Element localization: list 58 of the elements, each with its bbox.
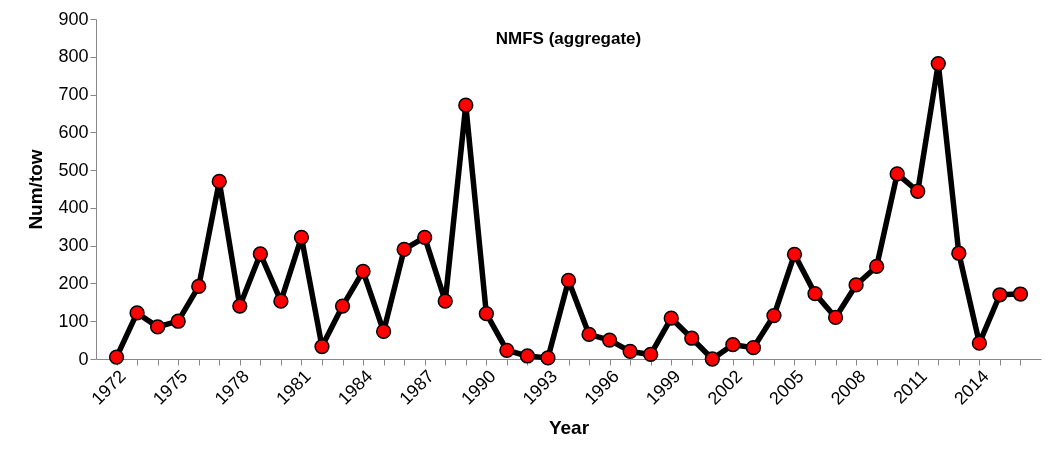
point: [786, 246, 803, 262]
point: [355, 263, 371, 279]
y-tick-label: 300: [58, 235, 89, 256]
point: [827, 309, 844, 326]
y-axis-title: Num/tow: [25, 149, 47, 230]
point: [951, 245, 967, 261]
point: [334, 298, 351, 314]
point: [540, 350, 556, 366]
point: [232, 298, 248, 314]
point: [417, 229, 433, 245]
y-tick-label: 100: [58, 310, 89, 331]
point: [149, 319, 166, 335]
point: [375, 323, 392, 340]
point: [725, 337, 741, 353]
point: [252, 246, 268, 262]
point: [869, 258, 885, 275]
point: [745, 340, 762, 356]
point: [211, 173, 227, 190]
point: [643, 346, 659, 363]
point: [191, 278, 207, 295]
y-tick-label: 800: [58, 46, 89, 67]
y-tick-label: 0: [78, 348, 89, 369]
text: NMFS (aggregate): [495, 29, 642, 48]
y-tick-label: 700: [58, 84, 89, 105]
point: [622, 343, 638, 360]
point: [560, 272, 577, 289]
point: [170, 313, 186, 329]
point: [519, 348, 536, 364]
y-tick-label: 600: [58, 121, 89, 142]
y-tick-label: 400: [58, 197, 89, 218]
x-axis-title: Year: [548, 416, 590, 438]
point: [766, 307, 782, 324]
point: [910, 183, 926, 199]
point: [889, 166, 905, 182]
point: [848, 277, 864, 293]
point: [930, 55, 946, 72]
point: [273, 293, 289, 309]
point: [704, 351, 720, 367]
y-tick-label: 200: [58, 272, 89, 293]
point: [663, 310, 679, 326]
point: [601, 332, 618, 348]
y-tick-label: 900: [58, 8, 89, 29]
point: [108, 349, 125, 365]
point: [1012, 286, 1029, 302]
point: [684, 330, 700, 346]
point: [581, 326, 597, 343]
point: [396, 241, 412, 258]
point: [499, 342, 515, 358]
point: [437, 293, 453, 309]
point: [314, 338, 330, 355]
point: [807, 286, 823, 302]
point: [458, 97, 474, 113]
point: [971, 335, 988, 351]
point: [293, 229, 310, 245]
y-tick-label: 500: [58, 159, 89, 180]
point: [129, 305, 145, 321]
point: [478, 306, 494, 322]
point: [992, 287, 1008, 303]
